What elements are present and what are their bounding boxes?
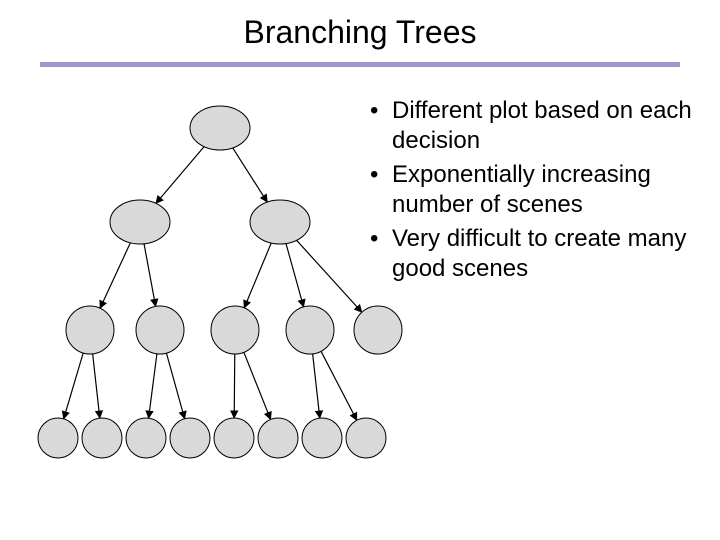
tree-node	[354, 306, 402, 354]
tree-edge	[100, 243, 130, 308]
slide-title: Branching Trees	[0, 14, 720, 51]
bullet-list: •Different plot based on each decision•E…	[370, 96, 700, 288]
tree-edge	[64, 353, 84, 419]
bullet-item: •Different plot based on each decision	[370, 96, 700, 156]
tree-edge	[297, 240, 362, 312]
tree-edge	[144, 244, 156, 307]
tree-node	[346, 418, 386, 458]
tree-node	[66, 306, 114, 354]
tree-node	[170, 418, 210, 458]
tree-edge	[166, 353, 184, 419]
bullet-item: •Exponentially increasing number of scen…	[370, 160, 700, 220]
tree-node	[286, 306, 334, 354]
tree-node	[250, 200, 310, 244]
tree-edge	[321, 351, 357, 420]
tree-diagram	[30, 90, 410, 500]
tree-edge	[313, 354, 320, 418]
tree-edge	[234, 354, 235, 418]
tree-edge	[93, 354, 100, 418]
tree-node	[82, 418, 122, 458]
bullet-text: Exponentially increasing number of scene…	[392, 160, 700, 220]
tree-node	[190, 106, 250, 150]
tree-node	[214, 418, 254, 458]
slide: Branching Trees •Different plot based on…	[0, 0, 720, 540]
bullet-item: •Very difficult to create many good scen…	[370, 224, 700, 284]
tree-node	[302, 418, 342, 458]
bullet-marker: •	[370, 96, 392, 156]
tree-edge	[244, 243, 271, 308]
tree-edge	[156, 147, 204, 204]
bullet-marker: •	[370, 160, 392, 220]
tree-edge	[286, 244, 304, 307]
bullet-text: Very difficult to create many good scene…	[392, 224, 700, 284]
tree-edge	[244, 352, 271, 419]
tree-node	[38, 418, 78, 458]
tree-node	[126, 418, 166, 458]
tree-node	[110, 200, 170, 244]
bullet-marker: •	[370, 224, 392, 284]
title-underline	[40, 62, 680, 67]
tree-node	[258, 418, 298, 458]
tree-node	[136, 306, 184, 354]
tree-edge	[149, 354, 157, 418]
tree-node	[211, 306, 259, 354]
tree-edge	[233, 148, 268, 202]
bullet-text: Different plot based on each decision	[392, 96, 700, 156]
